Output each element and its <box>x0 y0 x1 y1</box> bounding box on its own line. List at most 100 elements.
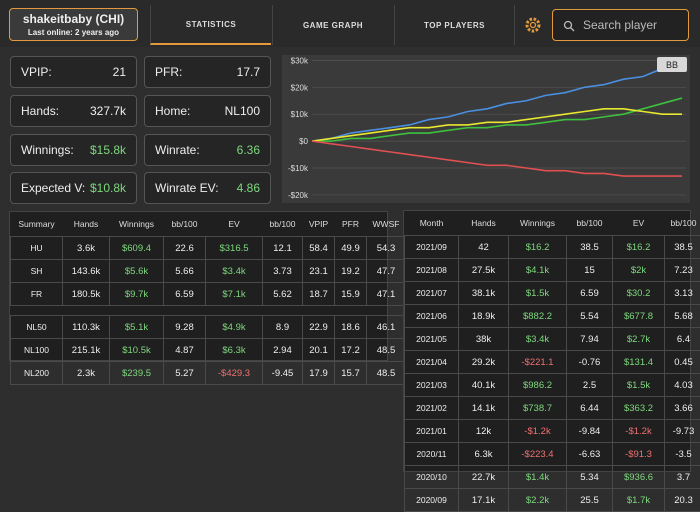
column-header: EV <box>613 211 665 236</box>
y-tick-label: $30k <box>291 56 309 65</box>
table-cell: 2021/03 <box>405 374 459 397</box>
table-cell: 3.6k <box>63 237 110 260</box>
table-cell: 2.94 <box>263 339 303 362</box>
table-cell: -$429.3 <box>206 362 263 385</box>
table-cell: $239.5 <box>110 362 164 385</box>
table-cell: 18.9k <box>459 305 509 328</box>
tab[interactable]: TOP PLAYERS <box>394 5 515 45</box>
table-cell: 3.7 <box>665 466 700 489</box>
search-input[interactable]: Search player <box>552 9 689 41</box>
table-cell: $1.5k <box>613 374 665 397</box>
table-cell: -6.63 <box>567 443 613 466</box>
table-cell: 17.9 <box>303 362 335 385</box>
table-cell: 14.1k <box>459 397 509 420</box>
search-placeholder: Search player <box>583 18 657 32</box>
table-cell: 4.87 <box>164 339 206 362</box>
table-cell: $1.4k <box>509 466 567 489</box>
table-cell: 2021/04 <box>405 351 459 374</box>
table-cell: 38.5 <box>567 236 613 259</box>
table-cell: -9.84 <box>567 420 613 443</box>
column-header: bb/100 <box>567 211 613 236</box>
table-cell: 40.1k <box>459 374 509 397</box>
table-cell: $3.4k <box>206 260 263 283</box>
table-cell: 6.59 <box>164 283 206 306</box>
table-cell: 2.5 <box>567 374 613 397</box>
stat-value: $15.8k <box>90 143 126 157</box>
stat-box: Hands:327.7k <box>10 95 137 127</box>
table-cell: 5.66 <box>164 260 206 283</box>
y-tick-label: $0 <box>299 137 308 146</box>
table-cell: 6.4 <box>665 328 700 351</box>
table-cell: 3.13 <box>665 282 700 305</box>
last-online: Last online: 2 years ago <box>10 28 137 37</box>
table-cell: $2.2k <box>509 489 567 512</box>
table-cell: 49.9 <box>335 237 367 260</box>
column-header: WWSF <box>367 212 406 237</box>
table-cell: NL200 <box>11 362 63 385</box>
user-name: shakeitbaby (CHI) <box>10 12 137 26</box>
tab[interactable]: GAME GRAPH <box>272 5 393 45</box>
table-cell: FR <box>11 283 63 306</box>
table-cell: 42 <box>459 236 509 259</box>
user-badge[interactable]: shakeitbaby (CHI) Last online: 2 years a… <box>9 8 138 41</box>
table-cell: 6.3k <box>459 443 509 466</box>
table-cell: $9.7k <box>110 283 164 306</box>
stat-value: 327.7k <box>90 104 126 118</box>
table-cell: $4.9k <box>206 316 263 339</box>
stat-box: Home:NL100 <box>144 95 271 127</box>
table-cell: $3.4k <box>509 328 567 351</box>
stat-label: Expected V: <box>21 181 85 195</box>
table-cell: 12k <box>459 420 509 443</box>
table-cell: 6.59 <box>567 282 613 305</box>
table-cell: 5.62 <box>263 283 303 306</box>
table-cell: 18.7 <box>303 283 335 306</box>
table-cell: 25.5 <box>567 489 613 512</box>
table-cell: 17.1k <box>459 489 509 512</box>
tab[interactable]: STATISTICS <box>150 5 271 45</box>
table-cell: 143.6k <box>63 260 110 283</box>
table-cell: $5.1k <box>110 316 164 339</box>
settings-icon[interactable] <box>523 15 543 35</box>
table-cell: 2.3k <box>63 362 110 385</box>
page: shakeitbaby (CHI) Last online: 2 years a… <box>0 0 700 476</box>
table-cell: 48.5 <box>367 339 406 362</box>
table-cell: $5.6k <box>110 260 164 283</box>
stat-value: NL100 <box>225 104 260 118</box>
table-cell: -$1.2k <box>613 420 665 443</box>
table-cell: $30.2 <box>613 282 665 305</box>
column-header: Hands <box>459 211 509 236</box>
table-cell: 38k <box>459 328 509 351</box>
table-cell: SH <box>11 260 63 283</box>
table-cell: 17.2 <box>335 339 367 362</box>
table-cell: 18.6 <box>335 316 367 339</box>
table-cell: 180.5k <box>63 283 110 306</box>
table-cell: 48.5 <box>367 362 406 385</box>
table-cell: $316.5 <box>206 237 263 260</box>
table-cell: -9.45 <box>263 362 303 385</box>
table-cell: 215.1k <box>63 339 110 362</box>
table-cell: $1.5k <box>509 282 567 305</box>
table-cell: 2021/01 <box>405 420 459 443</box>
column-header: bb/100 <box>665 211 700 236</box>
stat-box: PFR:17.7 <box>144 56 271 88</box>
stat-label: Winrate EV: <box>155 181 219 195</box>
stat-box: Expected V:$10.8k <box>10 172 137 204</box>
table-cell: 22.7k <box>459 466 509 489</box>
bb-button-label: BB <box>666 60 678 70</box>
stat-label: Winrate: <box>155 143 200 157</box>
chart-background <box>282 55 690 203</box>
y-tick-label: $20k <box>291 83 309 92</box>
stat-label: PFR: <box>155 65 182 79</box>
table-cell: $2k <box>613 259 665 282</box>
